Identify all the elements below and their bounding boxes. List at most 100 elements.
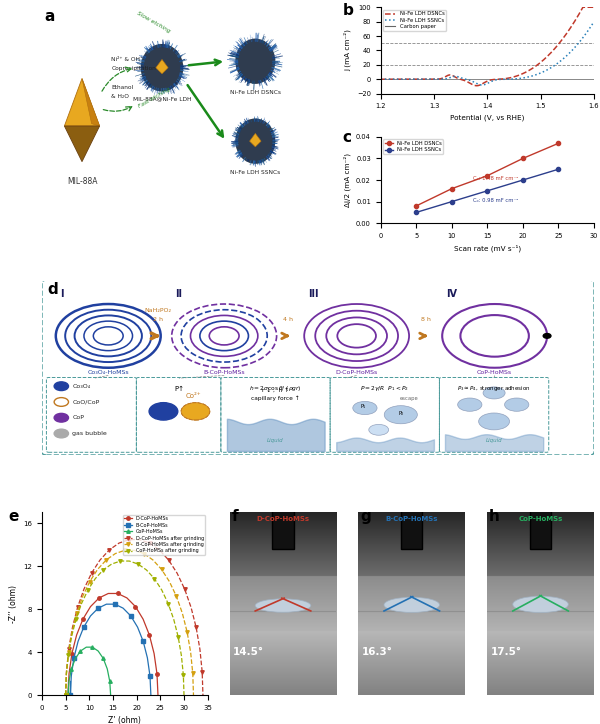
CoP-HoMSs after grinding — [78, 599, 85, 608]
Text: d: d — [47, 282, 58, 298]
Ni-Fe LDH SSNCs — [519, 176, 526, 185]
CoP-HoMSs — [64, 691, 71, 699]
Ellipse shape — [255, 599, 311, 613]
CoP-HoMSs — [107, 691, 114, 699]
Ellipse shape — [458, 398, 482, 411]
B-CoP-HoMSs — [140, 637, 147, 646]
D-CoP-HoMSs — [132, 602, 139, 611]
D-CoP-HoMSs after grinding — [156, 546, 163, 555]
CoP-HoMSs after grinding — [143, 565, 150, 574]
B-CoP-HoMSs — [87, 612, 94, 620]
Text: g: g — [361, 509, 371, 523]
B-CoP-HoMSs after grinding — [158, 565, 165, 573]
Ni-Fe LDH DSNCs — [377, 75, 384, 83]
Text: CoP-HoMSs: CoP-HoMSs — [477, 370, 512, 375]
Text: 16.3°: 16.3° — [362, 647, 393, 657]
Text: CoP-HoMSs: CoP-HoMSs — [518, 516, 563, 523]
Text: D-CoP-HoMSs: D-CoP-HoMSs — [256, 516, 310, 523]
CoP-HoMSs after grinding — [68, 632, 75, 641]
Line: B-CoP-HoMSs: B-CoP-HoMSs — [68, 602, 152, 696]
B-CoP-HoMSs after grinding — [73, 609, 80, 618]
D-CoP-HoMSs — [79, 615, 86, 623]
D-CoP-HoMSs after grinding — [196, 645, 203, 654]
CoP-HoMSs after grinding — [180, 670, 187, 679]
Text: $P_3 \approx P_4$, stronger adhesion: $P_3 \approx P_4$, stronger adhesion — [457, 384, 531, 393]
Ni-Fe LDH SSNCs — [533, 70, 540, 79]
Text: a: a — [44, 9, 55, 25]
D-CoP-HoMSs — [139, 615, 146, 623]
Line: Ni-Fe LDH DSNCs: Ni-Fe LDH DSNCs — [414, 141, 560, 208]
Ni-Fe LDH SSNCs — [479, 80, 486, 89]
B-CoP-HoMSs — [134, 623, 141, 631]
Text: D-CoP-HoMSs: D-CoP-HoMSs — [335, 370, 378, 375]
Ni-Fe LDH SSNCs — [377, 75, 384, 83]
CoP-HoMSs — [83, 643, 90, 652]
Text: I: I — [59, 289, 63, 298]
Text: Cₒ: 0.98 mF cm⁻²: Cₒ: 0.98 mF cm⁻² — [473, 198, 518, 203]
D-CoP-HoMSs after grinding — [181, 585, 188, 594]
B-CoP-HoMSs — [147, 691, 154, 699]
Line: D-CoP-HoMSs: D-CoP-HoMSs — [66, 592, 160, 696]
D-CoP-HoMSs after grinding — [97, 556, 104, 565]
Ni-Fe LDH DSNCs — [512, 72, 519, 81]
CoP-HoMSs after grinding — [85, 586, 92, 594]
B-CoP-HoMSs after grinding — [184, 628, 191, 636]
Text: 8 h: 8 h — [421, 317, 431, 321]
CoP-HoMSs after grinding — [181, 691, 188, 699]
Ni-Fe LDH DSNCs — [519, 154, 526, 163]
Ellipse shape — [140, 44, 184, 91]
D-CoP-HoMSs — [73, 631, 80, 639]
Text: P₂: P₂ — [398, 411, 403, 416]
Text: MIL-88A@Ni-Fe LDH: MIL-88A@Ni-Fe LDH — [133, 96, 191, 101]
Ni-Fe LDH DSNCs — [533, 62, 540, 70]
Text: CoP: CoP — [73, 416, 84, 420]
CoP-HoMSs after grinding — [62, 691, 69, 699]
Text: Fast etching: Fast etching — [137, 86, 171, 109]
B-CoP-HoMSs after grinding — [173, 592, 180, 601]
Line: B-CoP-HoMSs after grinding: B-CoP-HoMSs after grinding — [64, 549, 195, 696]
B-CoP-HoMSs after grinding — [68, 628, 76, 636]
Circle shape — [149, 403, 178, 420]
B-CoP-HoMSs — [68, 672, 75, 681]
Text: h: h — [489, 509, 500, 523]
Ellipse shape — [479, 413, 509, 430]
Ni-Fe LDH DSNCs — [403, 75, 410, 83]
Ni-Fe LDH SSNCs — [446, 73, 454, 82]
D-CoP-HoMSs — [114, 589, 121, 598]
Polygon shape — [64, 78, 100, 126]
D-CoP-HoMSs — [68, 649, 76, 658]
Text: escape: escape — [400, 395, 418, 400]
Ni-Fe LDH DSNCs — [555, 139, 562, 148]
Ni-Fe LDH DSNCs — [448, 185, 455, 193]
Text: Co²⁺: Co²⁺ — [186, 393, 202, 399]
D-CoP-HoMSs after grinding — [125, 535, 133, 544]
CoP-HoMSs — [104, 665, 111, 673]
FancyBboxPatch shape — [272, 509, 293, 549]
Text: c: c — [342, 130, 351, 145]
Text: Liquid: Liquid — [486, 437, 502, 442]
Legend: Ni-Fe LDH DSNCs, Ni-Fe LDH SSNCs, Carbon paper: Ni-Fe LDH DSNCs, Ni-Fe LDH SSNCs, Carbon… — [383, 10, 446, 30]
Ellipse shape — [369, 424, 389, 435]
Text: B-CoP-HoMSs: B-CoP-HoMSs — [203, 370, 245, 375]
Circle shape — [54, 413, 68, 422]
D-CoP-HoMSs after grinding — [65, 645, 73, 654]
D-CoP-HoMSs after grinding — [146, 539, 153, 547]
B-CoP-HoMSs after grinding — [65, 648, 72, 657]
Circle shape — [54, 429, 68, 438]
Text: NaH₂PO₂: NaH₂PO₂ — [145, 308, 172, 313]
Text: II: II — [176, 289, 182, 298]
D-CoP-HoMSs after grinding — [193, 623, 200, 632]
FancyBboxPatch shape — [401, 509, 422, 549]
Ellipse shape — [483, 387, 505, 399]
Ni-Fe LDH DSNCs — [461, 77, 469, 85]
Ni-Fe LDH DSNCs — [580, 3, 587, 12]
CoP-HoMSs after grinding — [73, 615, 80, 623]
Y-axis label: j (mA cm⁻²): j (mA cm⁻²) — [344, 30, 352, 72]
Polygon shape — [82, 78, 100, 126]
Text: Ethanol: Ethanol — [112, 85, 133, 90]
Ni-Fe LDH SSNCs — [590, 17, 598, 26]
D-CoP-HoMSs after grinding — [74, 603, 81, 612]
Circle shape — [54, 382, 68, 390]
B-CoP-HoMSs after grinding — [131, 546, 138, 555]
Ni-Fe LDH DSNCs — [473, 81, 481, 90]
